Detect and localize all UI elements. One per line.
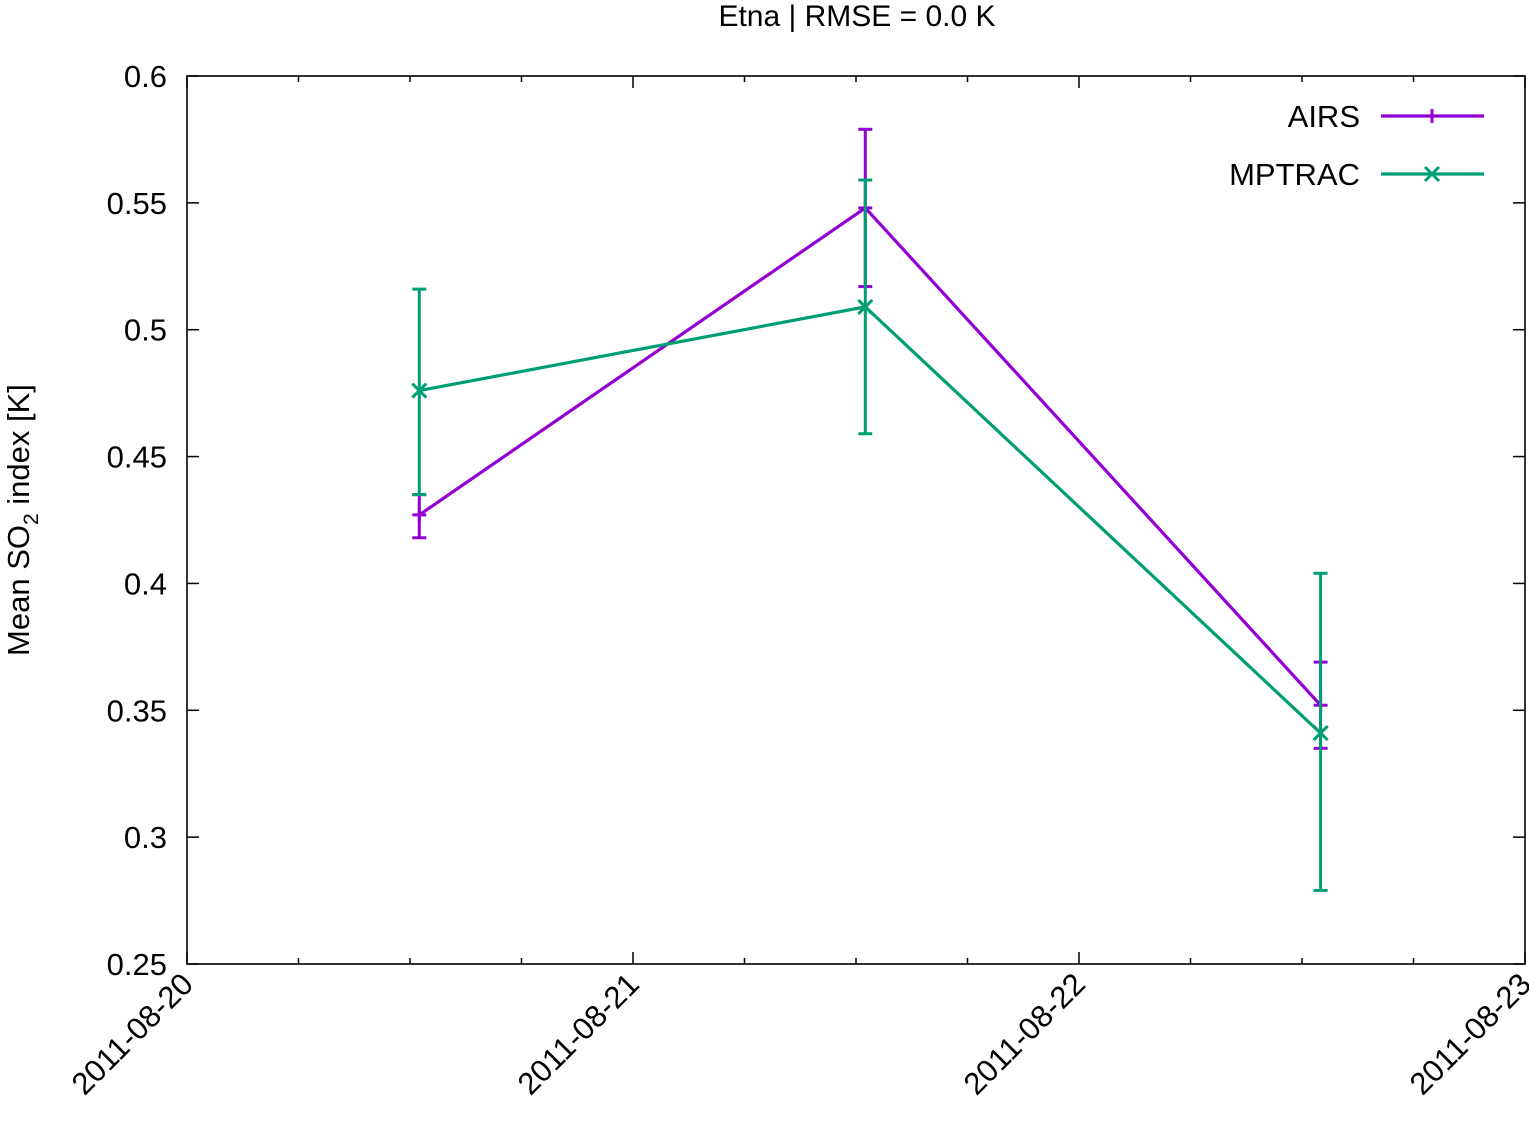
y-axis-label: Mean SO2 index [K] [1, 384, 43, 656]
chart-title: Etna | RMSE = 0.0 K [718, 0, 995, 33]
series-airs [412, 127, 1328, 750]
y-axis-label-pre: Mean SO [1, 525, 36, 656]
y-axis-label-post: index [K] [1, 384, 36, 513]
x-tick-label: 2011-08-23 [1403, 966, 1529, 1101]
x-tick-label: 2011-08-22 [957, 966, 1092, 1101]
y-tick-label: 0.6 [124, 59, 167, 94]
legend-label-airs: AIRS [1288, 99, 1360, 134]
plot-frame [186, 75, 1526, 965]
axis-ticks [186, 75, 1526, 965]
y-tick-label: 0.3 [124, 820, 167, 855]
series-line [418, 205, 1322, 707]
series-line [418, 305, 1322, 735]
legend: AIRS MPTRAC [1229, 99, 1484, 192]
data-point [1312, 725, 1329, 742]
x-tick-label: 2011-08-20 [65, 966, 200, 1101]
series-layer [411, 127, 1329, 892]
legend-label-mptrac: MPTRAC [1229, 157, 1360, 192]
y-tick-label: 0.45 [107, 440, 167, 475]
data-point [411, 382, 428, 399]
x-tick-label: 2011-08-21 [511, 966, 646, 1101]
x-tick-labels: 2011-08-20 2011-08-21 2011-08-22 2011-08-23 [65, 966, 1529, 1101]
legend-marker-mptrac [1423, 165, 1441, 183]
data-point [857, 298, 874, 315]
y-tick-label: 0.4 [124, 566, 167, 601]
series-mptrac [411, 178, 1329, 892]
y-tick-label: 0.35 [107, 693, 167, 728]
y-tick-label: 0.25 [107, 947, 167, 982]
y-tick-labels: 0.25 0.3 0.35 0.4 0.45 0.5 0.55 0.6 [107, 59, 167, 982]
y-axis-label-sub: 2 [20, 513, 43, 525]
y-tick-label: 0.5 [124, 313, 167, 348]
y-tick-label: 0.55 [107, 186, 167, 221]
